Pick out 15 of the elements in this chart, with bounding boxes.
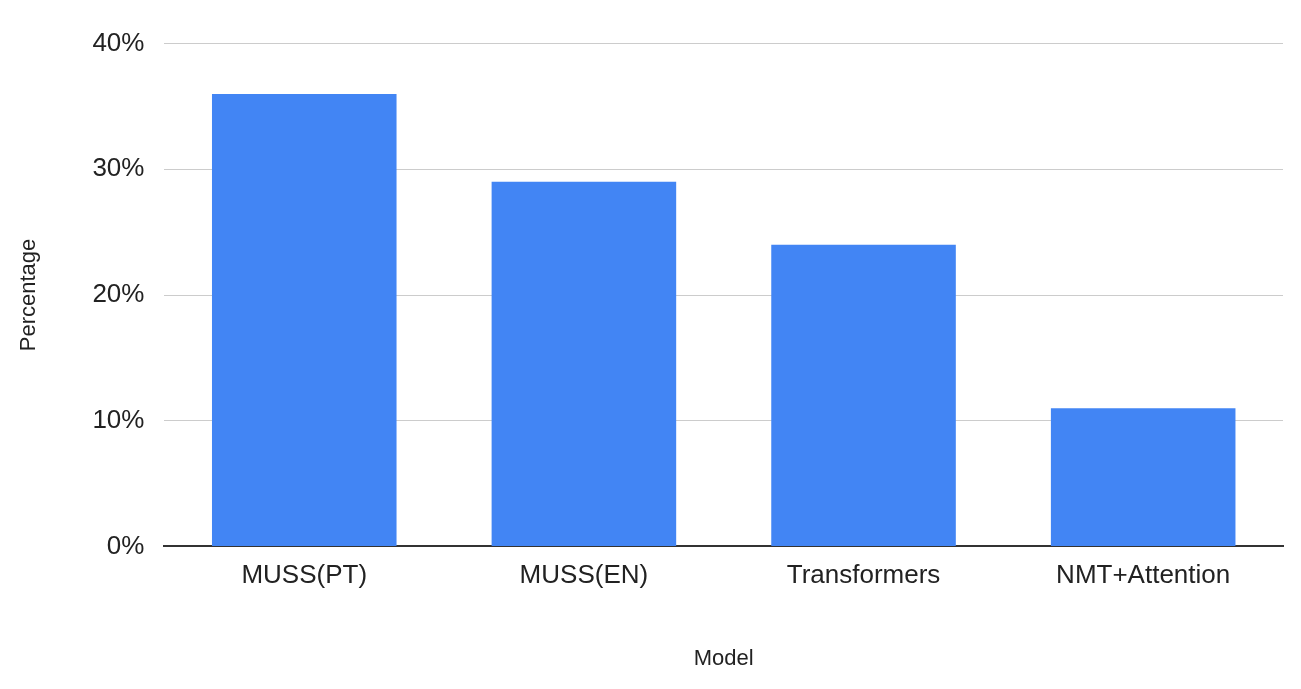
bar	[211, 93, 397, 546]
y-tick-label: 10%	[92, 403, 145, 434]
x-axis-title: Model	[693, 644, 754, 670]
y-axis-title: Percentage	[15, 238, 41, 352]
bar	[491, 181, 677, 546]
x-tick-label: MUSS(PT)	[241, 559, 368, 590]
x-tick-label: Transformers	[786, 559, 941, 590]
y-tick-label: 0%	[106, 529, 145, 560]
y-tick-label: 40%	[92, 26, 145, 57]
x-tick-label: NMT+Attention	[1056, 559, 1231, 590]
bar	[771, 244, 956, 546]
bar	[1050, 408, 1236, 546]
y-tick-label: 30%	[92, 152, 145, 183]
y-tick-label: 20%	[92, 278, 145, 309]
x-tick-label: MUSS(EN)	[519, 559, 649, 590]
